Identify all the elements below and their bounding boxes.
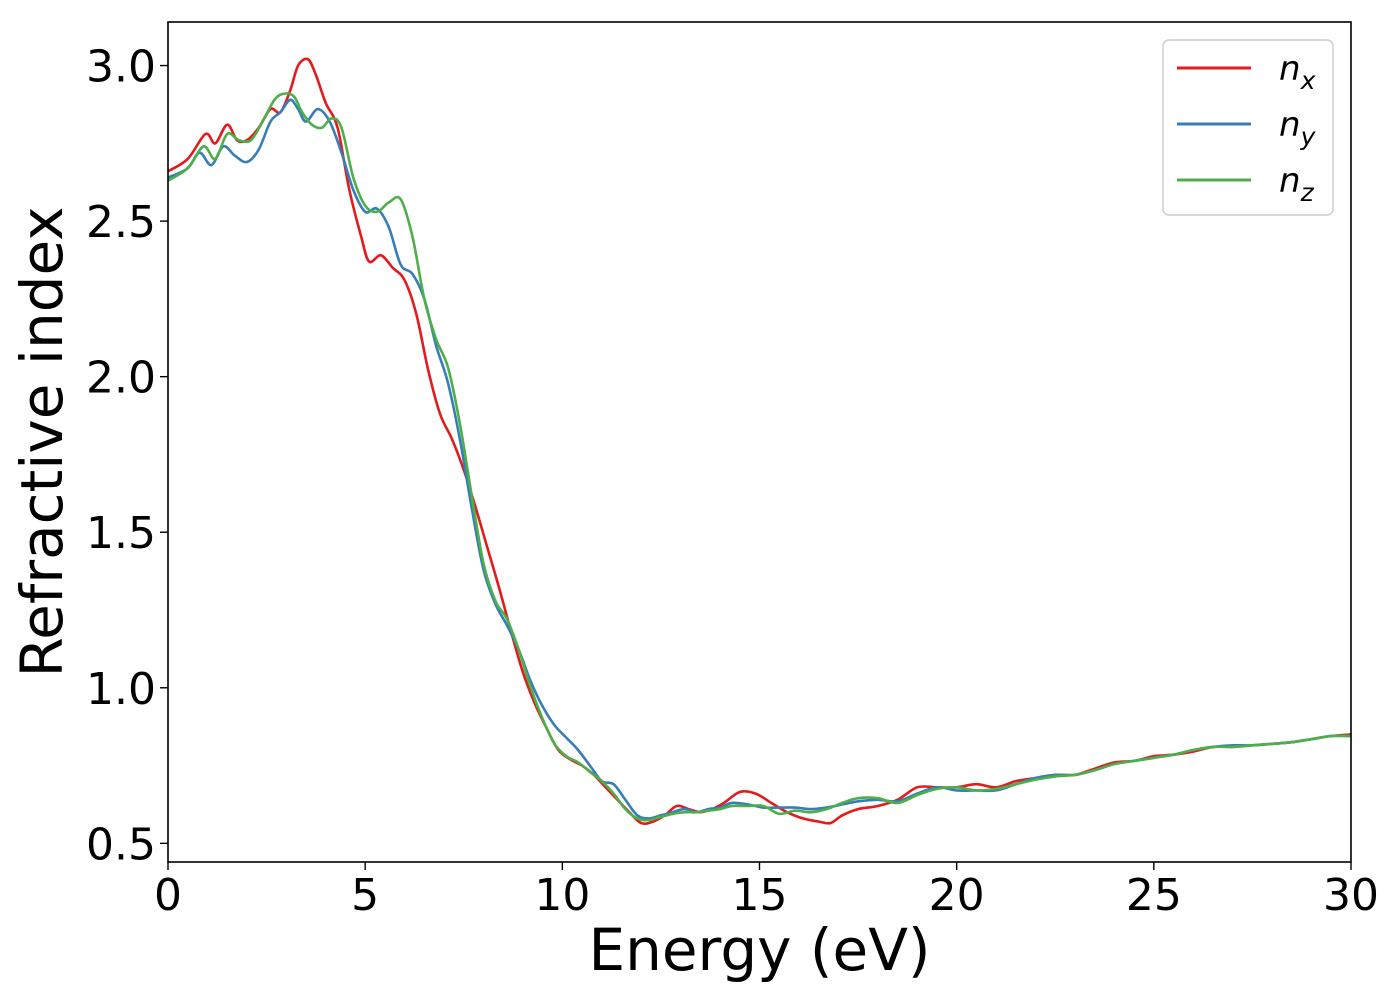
x-tick-label: 0 bbox=[154, 870, 182, 921]
y-axis-ticks: 0.5 1.0 1.5 2.0 2.5 3.0 bbox=[86, 42, 168, 870]
legend-label-y: ny bbox=[1279, 105, 1317, 151]
series-line-z bbox=[168, 92, 1351, 822]
series-layer bbox=[168, 57, 1351, 826]
x-tick-label: 10 bbox=[534, 870, 590, 921]
legend-box bbox=[1162, 39, 1334, 216]
x-tick-label: 5 bbox=[351, 870, 379, 921]
y-tick-label: 1.5 bbox=[86, 508, 156, 559]
x-tick-label: 25 bbox=[1126, 870, 1182, 921]
legend-label-x: nx bbox=[1279, 49, 1316, 95]
x-tick-label: 30 bbox=[1323, 870, 1379, 921]
x-tick-label: 15 bbox=[732, 870, 788, 921]
y-tick-label: 3.0 bbox=[86, 42, 156, 93]
x-axis-title: Energy (eV) bbox=[588, 916, 930, 984]
y-tick-label: 0.5 bbox=[86, 819, 156, 870]
legend: nx ny nz bbox=[1162, 39, 1334, 216]
y-axis-title: Refractive index bbox=[8, 206, 76, 677]
y-tick-label: 2.5 bbox=[86, 197, 156, 248]
legend-label-z: nz bbox=[1279, 161, 1315, 207]
x-axis-ticks: 0 5 10 15 20 25 30 bbox=[154, 862, 1379, 921]
x-tick-label: 20 bbox=[929, 870, 985, 921]
y-tick-label: 2.0 bbox=[86, 353, 156, 404]
y-tick-label: 1.0 bbox=[86, 664, 156, 715]
